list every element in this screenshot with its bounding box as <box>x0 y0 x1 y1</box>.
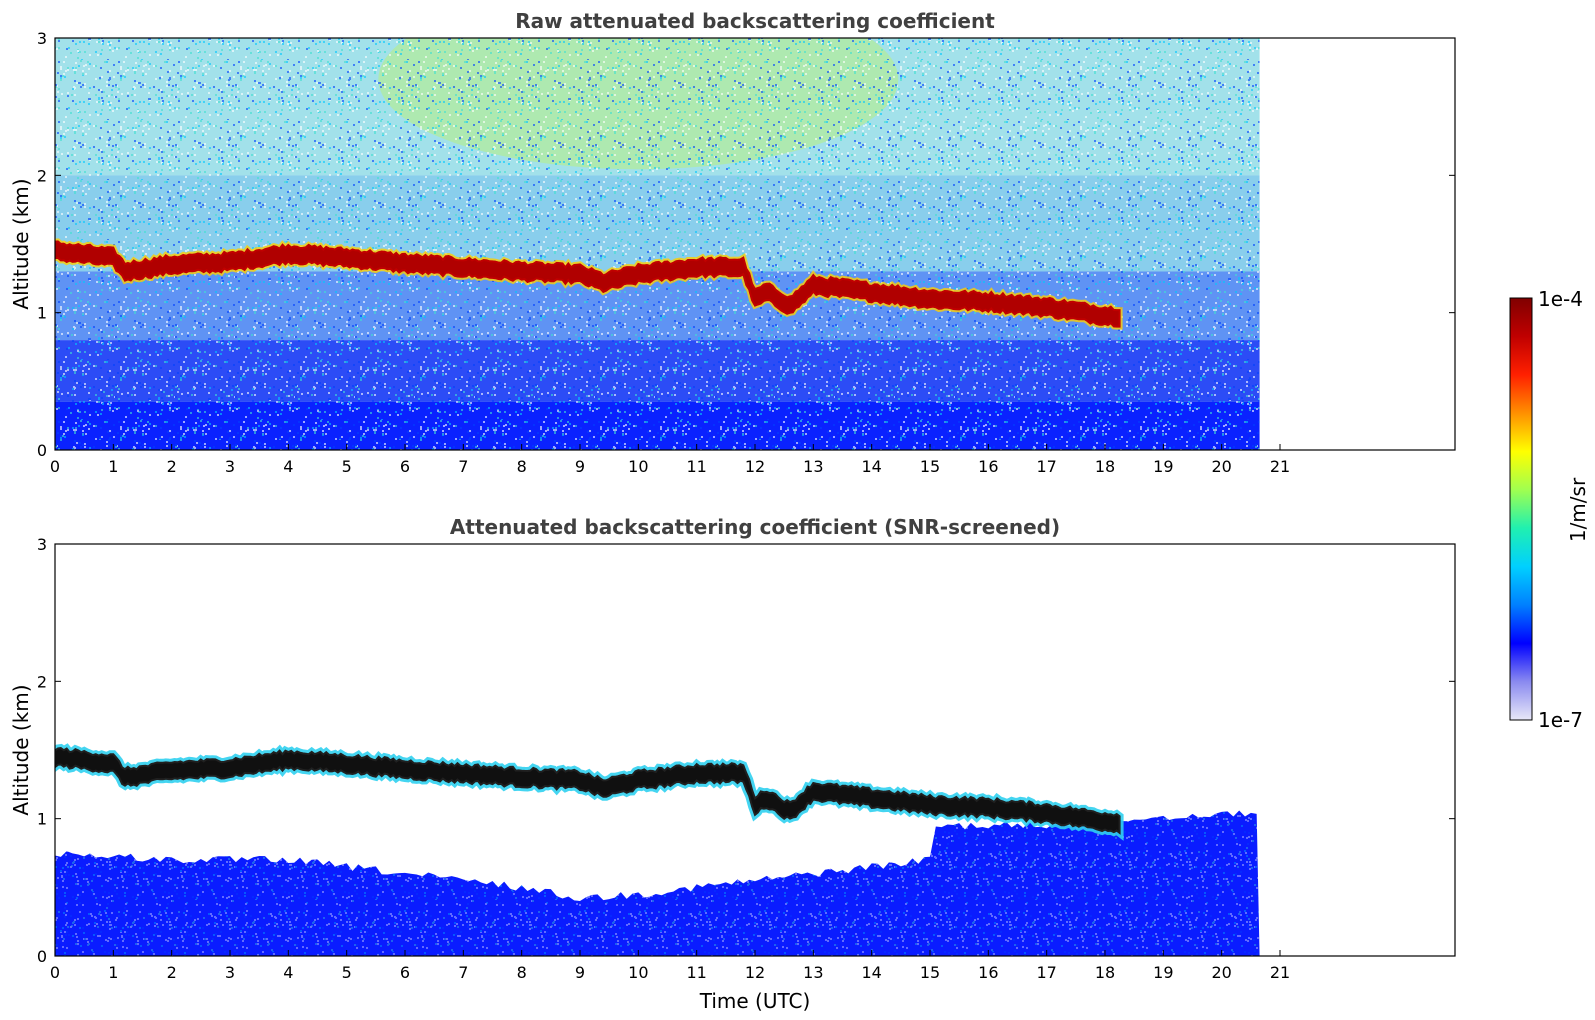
x-tick-label: 15 <box>920 457 940 476</box>
noise-overlay <box>55 38 1260 450</box>
x-tick-label: 3 <box>225 457 235 476</box>
aerosol-texture <box>55 810 1260 956</box>
x-tick-label: 18 <box>1095 457 1115 476</box>
x-tick-label: 9 <box>575 963 585 982</box>
x-tick-label: 7 <box>458 963 468 982</box>
x-tick-label: 1 <box>108 457 118 476</box>
x-tick-label: 0 <box>50 963 60 982</box>
cloud-layer <box>55 746 1121 835</box>
y-tick-label: 1 <box>37 810 47 829</box>
x-tick-label: 21 <box>1270 457 1290 476</box>
colorbar-min-label: 1e-7 <box>1538 708 1583 732</box>
colorbar-unit-label: 1/m/sr <box>1566 477 1590 542</box>
x-tick-label: 11 <box>686 457 706 476</box>
x-tick-label: 16 <box>978 963 998 982</box>
x-tick-label: 8 <box>517 457 527 476</box>
colorbar: 1e-4 1e-7 1/m/sr <box>1509 287 1590 732</box>
x-tick-label: 3 <box>225 963 235 982</box>
x-tick-label: 5 <box>342 457 352 476</box>
y-tick-label: 2 <box>37 672 47 691</box>
y-tick-label: 0 <box>37 947 47 966</box>
snr-heatmap <box>55 743 1260 956</box>
x-tick-label: 1 <box>108 963 118 982</box>
x-tick-label: 11 <box>686 963 706 982</box>
y-tick-label: 0 <box>37 441 47 460</box>
snr-y-axis: 0 1 2 3 <box>37 535 1455 966</box>
colorbar-max-label: 1e-4 <box>1538 287 1583 311</box>
raw-x-axis: 0 1 2 3 4 5 6 7 8 9 10 11 12 13 14 15 16 17 18 19 20 21 <box>50 444 1290 476</box>
x-tick-label: 0 <box>50 457 60 476</box>
x-tick-label: 4 <box>283 457 293 476</box>
x-tick-label: 10 <box>628 963 648 982</box>
x-axis-label: Time (UTC) <box>699 989 811 1013</box>
x-tick-label: 18 <box>1095 963 1115 982</box>
snr-y-axis-label: Altitude (km) <box>9 684 33 815</box>
raw-backscatter-panel: Raw attenuated backscattering coefficien… <box>9 9 1456 476</box>
x-tick-label: 4 <box>283 963 293 982</box>
snr-x-axis: 0 1 2 3 4 5 6 7 8 9 10 11 12 13 14 15 16 17 18 19 20 21 <box>50 950 1290 982</box>
x-tick-label: 12 <box>745 457 765 476</box>
x-tick-label: 13 <box>803 963 823 982</box>
x-tick-label: 15 <box>920 963 940 982</box>
x-tick-label: 8 <box>517 963 527 982</box>
x-tick-label: 19 <box>1153 457 1173 476</box>
x-tick-label: 2 <box>167 457 177 476</box>
x-tick-label: 2 <box>167 963 177 982</box>
y-tick-label: 3 <box>37 535 47 554</box>
colorbar-scale <box>1509 297 1533 721</box>
x-tick-label: 20 <box>1211 457 1231 476</box>
x-tick-label: 12 <box>745 963 765 982</box>
raw-heatmap <box>55 38 1260 450</box>
x-tick-label: 10 <box>628 457 648 476</box>
x-tick-label: 16 <box>978 457 998 476</box>
x-tick-label: 14 <box>861 963 881 982</box>
x-tick-label: 19 <box>1153 963 1173 982</box>
x-tick-label: 9 <box>575 457 585 476</box>
y-tick-label: 1 <box>37 304 47 323</box>
x-tick-label: 20 <box>1211 963 1231 982</box>
raw-panel-title: Raw attenuated backscattering coefficien… <box>515 9 995 33</box>
snr-screened-panel: Attenuated backscattering coefficient (S… <box>9 515 1456 1013</box>
x-tick-label: 6 <box>400 963 410 982</box>
x-tick-label: 21 <box>1270 963 1290 982</box>
snr-panel-title: Attenuated backscattering coefficient (S… <box>450 515 1060 539</box>
x-tick-label: 6 <box>400 457 410 476</box>
x-tick-label: 7 <box>458 457 468 476</box>
raw-y-axis: 0 1 2 3 <box>37 29 1455 460</box>
x-tick-label: 14 <box>861 457 881 476</box>
y-tick-label: 2 <box>37 166 47 185</box>
y-tick-label: 3 <box>37 29 47 48</box>
x-tick-label: 13 <box>803 457 823 476</box>
raw-y-axis-label: Altitude (km) <box>9 178 33 309</box>
x-tick-label: 17 <box>1036 963 1056 982</box>
cloud-layer <box>55 240 1121 328</box>
x-tick-label: 17 <box>1036 457 1056 476</box>
x-tick-label: 5 <box>342 963 352 982</box>
